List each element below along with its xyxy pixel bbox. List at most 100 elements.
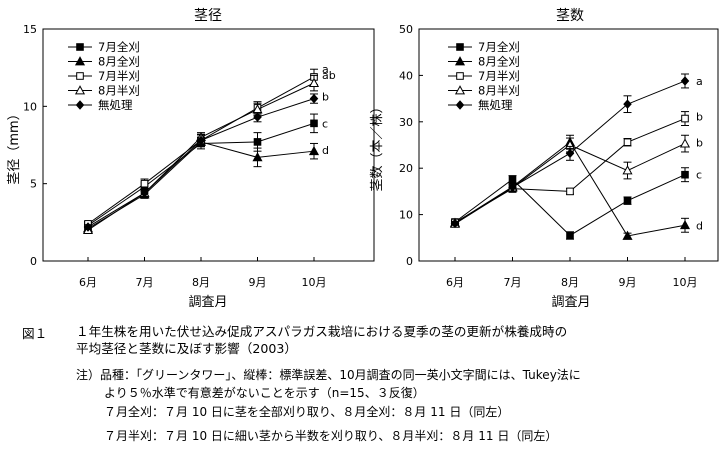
data-point [623, 138, 632, 147]
figure-caption: １年生株を用いた伏せ込み促成アスパラガス栽培における夏季の茎の更新が株養成時の … [76, 323, 567, 357]
data-point [308, 77, 320, 88]
legend-label: 7月半刈 [98, 69, 140, 83]
figure: 茎径 茎径（mm） 調査月 0 5 10 15 6月 7月 8月 9月 10月 c 7月全刈 d 8月全… [7, 8, 719, 310]
data-point [508, 182, 517, 192]
legend-label: 7月半刈 [478, 69, 520, 83]
chart-title: 茎数 [556, 8, 584, 24]
data-point [622, 165, 633, 175]
series-5: a [450, 73, 703, 229]
significance-letter: d [322, 144, 329, 157]
y-axis-label: 茎径（mm） [7, 107, 22, 184]
series-5: b [83, 91, 329, 232]
note-line-1: 注）品種：「グリーンタワー」、縦棒：標準誤差、10月調査の同一英小文字間には、T… [76, 368, 581, 382]
note-line-3: ７月全刈：７月 10 日に茎を全部刈り取り、８月全刈：８月 11 日（同左） [104, 405, 510, 419]
legend-label: 7月全刈 [98, 40, 140, 54]
caption-label: 図１ [22, 326, 48, 341]
y-tick-label: 15 [23, 23, 37, 36]
legend-label: 7月全刈 [478, 40, 520, 54]
significance-letter: a [696, 75, 703, 88]
data-point [566, 187, 574, 196]
data-point [681, 170, 689, 179]
legend-marker [454, 56, 466, 66]
significance-letter: a [322, 63, 329, 76]
significance-letter: ab [322, 69, 336, 82]
x-axis-label: 調査月 [188, 295, 227, 310]
legend-marker [74, 85, 86, 95]
series-line [454, 118, 686, 223]
series-2: d [449, 134, 703, 240]
data-point [679, 138, 691, 148]
data-point [310, 119, 318, 128]
series-2: d [82, 136, 329, 233]
data-point [679, 219, 691, 230]
legend-marker [76, 72, 84, 80]
data-point [196, 135, 206, 146]
x-tick-label: 9月 [619, 276, 637, 289]
legend-label: 8月半刈 [98, 84, 140, 98]
y-axis-label: 茎数（本／株） [370, 100, 385, 191]
data-point [140, 188, 149, 198]
x-tick-label: 8月 [192, 276, 210, 289]
data-point [623, 99, 632, 109]
significance-letter: c [696, 169, 702, 182]
x-tick-label: 10月 [673, 276, 698, 289]
x-tick-label: 7月 [504, 276, 522, 289]
data-point [83, 222, 93, 232]
stem-diameter-chart: 茎径 茎径（mm） 調査月 0 5 10 15 6月 7月 8月 9月 10月 c 7月全刈 d 8月全… [7, 8, 375, 310]
y-tick-label: 40 [399, 69, 413, 82]
legend-label: 無処理 [98, 98, 133, 112]
legend-marker [454, 85, 466, 95]
x-tick-label: 7月 [136, 276, 154, 289]
legend-marker [75, 100, 85, 110]
legend-marker [455, 100, 465, 110]
stem-count-chart: 茎数 茎数（本／株） 調査月 0 10 20 30 40 50 6月 7月 8月 9月 10月 c 7月… [370, 8, 719, 310]
significance-letter: b [696, 137, 703, 150]
data-point [623, 196, 632, 205]
data-point [566, 231, 574, 240]
caption-line-1: １年生株を用いた伏せ込み促成アスパラガス栽培における夏季の茎の更新が株養成時の [76, 324, 568, 339]
significance-letter: c [322, 117, 328, 130]
legend-marker [74, 56, 86, 66]
data-point [565, 148, 575, 159]
significance-letter: b [696, 111, 703, 124]
data-point [253, 138, 262, 146]
x-tick-label: 9月 [249, 276, 267, 289]
series-4: b [449, 134, 703, 228]
caption-line-2: 平均茎径と茎数に及ぼす影響（2003） [76, 341, 297, 356]
x-tick-label: 10月 [302, 276, 327, 289]
legend-label: 8月半刈 [478, 84, 520, 98]
data-point [680, 76, 690, 86]
legend-marker [456, 72, 464, 80]
y-tick-label: 10 [399, 209, 413, 222]
y-tick-label: 0 [406, 255, 413, 268]
note-line-4: ７月半刈：７月 10 日に細い茎から半数を刈り取り、８月半刈：８月 11 日（同… [104, 429, 558, 443]
x-tick-label: 6月 [446, 276, 464, 289]
data-point [253, 112, 262, 122]
legend-label: 8月全刈 [478, 55, 520, 69]
plot-frame [418, 28, 719, 262]
legend-marker [456, 43, 464, 51]
significance-letter: d [696, 219, 703, 232]
series-1: c [451, 167, 702, 240]
y-tick-label: 10 [23, 100, 37, 113]
y-tick-label: 50 [399, 23, 413, 36]
data-point [140, 179, 149, 188]
legend-label: 無処理 [478, 98, 513, 112]
series-3: b [451, 111, 703, 227]
legend-marker [76, 43, 84, 51]
y-tick-label: 5 [30, 178, 37, 191]
note-line-2: より５％水準で有意差がないことを示す（n=15、３反復） [104, 386, 425, 400]
x-tick-label: 6月 [79, 276, 97, 289]
y-tick-label: 20 [399, 162, 413, 175]
data-point [252, 152, 263, 162]
y-tick-label: 30 [399, 116, 413, 129]
x-tick-label: 8月 [561, 276, 579, 289]
data-point [309, 93, 319, 104]
chart-title: 茎径 [194, 8, 222, 24]
plot-frame [42, 28, 375, 262]
y-tick-label: 0 [30, 255, 37, 268]
data-point [450, 218, 460, 229]
series-line [87, 141, 315, 229]
data-point [308, 145, 320, 156]
significance-letter: b [322, 91, 329, 104]
